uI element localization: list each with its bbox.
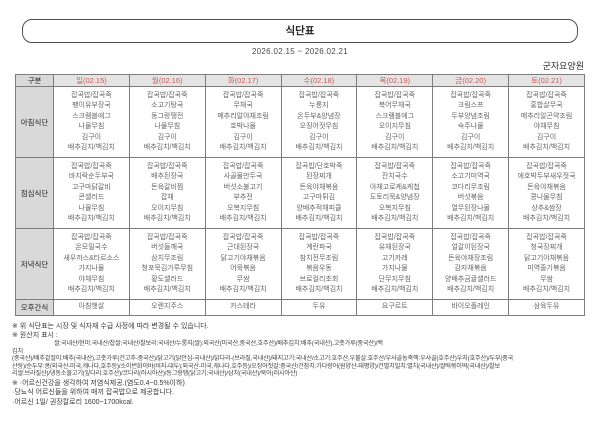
menu-cell: 잡곡밥/잡곡죽 배추된장국 돈육갈비찜 잡채 오이지무침 배추김치/백김치 (128, 157, 206, 229)
menu-cell: 카스테라 (204, 299, 282, 316)
day-header-5: 금(02.20) (432, 74, 510, 87)
menu-cell: 잡곡밥/잡곡죽 버섯들깨국 삼치무조림 청포묵김가루무침 황도샐러드 배추김치/… (128, 228, 206, 300)
menu-cell: 잡곡밥/잡곡죽 청국장찌개 닭고기야채볶음 미역줄기볶음 무쌈 배추김치/백김치 (508, 228, 585, 300)
menu-cell: 잡곡밥/잡곡죽 얼갈이된장국 돈육야채장조림 감자채볶음 양배추금귤샐러드 배추… (432, 228, 510, 300)
change-notice: ※ 위 식단표는 시장 및 식자재 수급 사정에 따라 변경될 수 있습니다. (12, 323, 209, 330)
day-header-row: 구분 일(02.15) 월(02.16) 화(02.17) 수(02.18) 목(02.… (15, 74, 585, 87)
origin-title: ※ 원산지 표시 : (12, 332, 58, 340)
menu-cell: 잡곡밥/잡곡죽 사골물만두국 버섯소불고기 부추전 오복지무침 배추김치/백김치 (204, 157, 282, 229)
origin-paragraph: 쌀:국내산/현미:국내산/찹쌀:국내산/찰보리:국내산/누룽지(쌀):외국산(미… (12, 340, 590, 377)
menu-cell: 오렌지주스 (128, 299, 206, 316)
origin-line: 쌀:국내산/현미:국내산/찹쌀:국내산/찰보리:국내산/누룽지(쌀):외국산(미… (54, 340, 383, 348)
page-title-text: 식단표 (285, 25, 315, 37)
row-label: 저녁식단 (15, 228, 54, 300)
table-row-오후간식: 오후간식 아침햇살 오렌지주스 카스테라 두유 요구르트 바이오플레인 삼육두유 (15, 299, 585, 316)
row-label: 점심식단 (15, 157, 54, 229)
menu-cell: 잡곡밥/잡곡죽 유채된장국 고기카레 가지나물 단무지무침 배추김치/백김치 (356, 228, 434, 300)
day-header-3: 수(02.18) (280, 74, 358, 87)
footer-notes: ※ 위 식단표는 시장 및 식자재 수급 사정에 따라 변경될 수 있습니다. … (12, 322, 590, 407)
day-header-4: 목(02.19) (356, 74, 434, 87)
menu-cell: 잡곡밥/잡곡죽 팽이유부장국 스크램블에그 나물무침 김구이 배추김치/백김치 (53, 86, 130, 158)
low-salt-note: ※ ·어르신건강을 생각하여 저염식제공.(염도0.4~0.5%이하) (12, 380, 185, 388)
menu-cell: 잡곡밥/잡곡죽 북어무채국 스크램블에그 오이지무침 김구이 배추김치/백김치 (356, 86, 434, 158)
menu-cell: 두유 (280, 299, 358, 316)
menu-cell: 잡곡밥/단호박죽 된장찌개 돈육야채볶음 고구마튀김 양배추적채피클 배추김치/… (280, 157, 358, 229)
corner-label: 구분 (15, 74, 54, 87)
origin-line: 김치 (12, 347, 23, 355)
facility-name: 군자요양원 (542, 61, 584, 71)
diabetic-note: ·당뇨식 어르신들을 위하여 매끼 잡곡밥으로 제공합니다. (12, 389, 175, 397)
menu-cell: 잡곡밥/잡곡죽 홍합살무국 메추리알곤약조림 야채무침 김구이 배추김치/백김치 (508, 86, 585, 158)
table-row-점심식단: 점심식단 잡곡밥/잡곡죽 바지락순두부국 고구마닭갈비 콘샐러드 나물무침 배추김… (15, 157, 585, 229)
menu-cell: 잡곡밥/잡곡죽 애호박두부새우젓국 돈육야채볶음 콩나물무침 상추&쌈장 배추김… (508, 157, 585, 229)
menu-cell: 바이오플레인 (432, 299, 510, 316)
menu-cell: 잡곡밥/잡곡죽 무채국 메추리알야채조림 호박나물 김구이 배추김치/백김치 (204, 86, 282, 158)
day-header-0: 일(02.15) (53, 74, 130, 87)
menu-cell: 잡곡밥/잡곡죽 소고기미역국 코다리무조림 버섯볶음 열무된장나물 배추김치/백… (432, 157, 510, 229)
origin-line: 리쌀:브라질산)/냉동소불고기(잎다리:호주산)/코다리(러시아산)/동그랑땡(… (12, 369, 298, 377)
table-row-저녁식단: 저녁식단 잡곡밥/잡곡죽 온모밀국수 새우까스&타르소스 가지나물 야채무침 배추… (15, 228, 585, 300)
menu-cell: 잡곡밥/잡곡죽 온모밀국수 새우까스&타르소스 가지나물 야채무침 배추김치/백… (53, 228, 130, 300)
menu-cell: 잡곡밥/잡곡죽 바지락순두부국 고구마닭갈비 콘샐러드 나물무침 배추김치/백김… (53, 157, 130, 229)
menu-cell: 아침햇살 (53, 299, 130, 316)
page-title: 식단표 (22, 19, 578, 43)
date-range: 2026.02.15 ~ 2026.02.21 (251, 47, 349, 56)
menu-cell: 잡곡밥/잡곡죽 소고기탕국 동그랑땡전 나물무침 김구이 배추김치/백김치 (128, 86, 206, 158)
menu-table: 구분 일(02.15) 월(02.16) 화(02.17) 수(02.18) 목(02.… (15, 74, 585, 316)
menu-cell: 잡곡밥/잡곡죽 잔치국수 야채고로케&케첩 도토리묵&양념장 오복지무침 배추김… (356, 157, 434, 229)
menu-cell: 삼육두유 (508, 299, 585, 316)
day-header-2: 화(02.17) (204, 74, 282, 87)
origin-line: (중국산)/배추겉절이:배추(국내산),고춧가루(건고추-중국산)/닭고기(닭안… (12, 355, 514, 363)
origin-line: 산둥)/순두부:콩(외국산-미국,캐나다,호주등)/소이번화이바(비지-대두):… (12, 362, 500, 370)
menu-cell: 잡곡밥/잡곡죽 크림스프 두부양념조림 숙주나물 김구이 배추김치/백김치 (432, 86, 510, 158)
menu-cell: 요구르트 (356, 299, 434, 316)
row-label: 오후간식 (15, 299, 54, 316)
calories-note: ·어르신 1일/ 권장칼로리 1600~1700kcal. (12, 398, 134, 406)
menu-table-body: 아침식단 잡곡밥/잡곡죽 팽이유부장국 스크램블에그 나물무침 김구이 배추김치/… (15, 86, 585, 316)
day-header-1: 월(02.16) (128, 74, 206, 87)
row-label: 아침식단 (15, 86, 54, 158)
day-header-6: 토(02.21) (508, 74, 585, 87)
menu-cell: 잡곡밥/잡곡죽 계란파국 참치전무조림 볶음우동 브로컬리초회 배추김치/백김치 (280, 228, 358, 300)
menu-cell: 잡곡밥/잡곡죽 근대된장국 닭고기야채볶음 어묵볶음 무쌈 배추김치/백김치 (204, 228, 282, 300)
menu-cell: 잡곡밥/잡곡죽 누룽지 온두부&양념장 오징어젓무침 김구이 배추김치/백김치 (280, 86, 358, 158)
table-row-아침식단: 아침식단 잡곡밥/잡곡죽 팽이유부장국 스크램블에그 나물무침 김구이 배추김치/… (15, 86, 585, 158)
